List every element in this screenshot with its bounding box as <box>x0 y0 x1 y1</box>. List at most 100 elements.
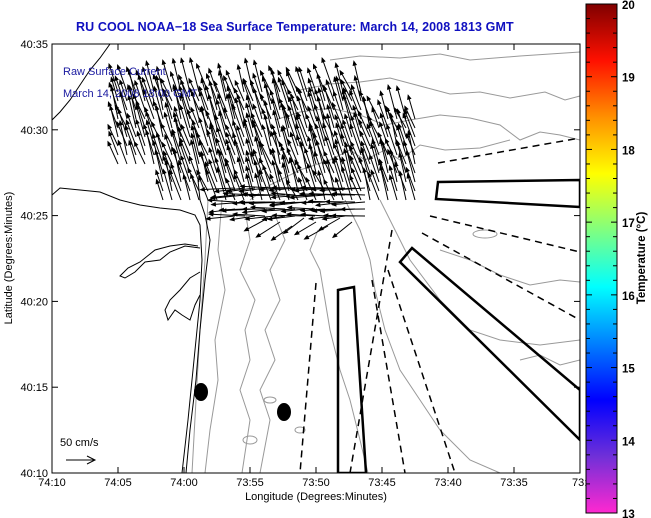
current-vector <box>180 58 191 93</box>
current-vector-head <box>151 121 156 128</box>
current-vector <box>189 58 200 93</box>
current-vector-head <box>360 147 365 154</box>
current-vector-head <box>362 167 367 173</box>
current-vector <box>307 163 317 192</box>
current-vector-head <box>384 137 390 144</box>
current-vector <box>226 187 256 193</box>
current-vector-head <box>215 137 220 144</box>
current-vector-head <box>366 95 372 102</box>
current-vector-head <box>377 99 382 106</box>
current-vector-head <box>155 178 160 185</box>
x-tick-label: 73:40 <box>434 477 462 489</box>
current-vector-head <box>344 141 349 148</box>
current-vector <box>211 194 246 199</box>
current-vector-head <box>198 139 204 146</box>
current-vector-head <box>200 105 205 112</box>
current-vector-head <box>282 228 289 235</box>
current-vector-head <box>135 69 141 76</box>
current-vector-head <box>205 72 211 79</box>
current-vector-head <box>293 230 300 236</box>
current-vector-head <box>207 93 212 100</box>
current-vector-head <box>134 79 139 86</box>
current-vector-head <box>208 123 214 130</box>
current-vector-head <box>206 129 211 136</box>
current-vector-head <box>178 74 183 80</box>
current-vector-head <box>223 75 228 81</box>
current-vector-head <box>277 169 283 176</box>
current-vector-head <box>189 56 194 63</box>
bathymetry-contours <box>191 51 580 473</box>
current-vector <box>232 120 245 156</box>
current-vector-head <box>225 69 231 76</box>
current-vector-head <box>324 199 331 204</box>
current-vector-head <box>171 57 177 64</box>
current-vector <box>353 61 362 93</box>
current-vector-head <box>206 198 213 203</box>
current-vector-head <box>216 147 221 154</box>
current-vector-head <box>295 65 300 72</box>
current-vector-head <box>271 185 277 190</box>
current-vector <box>403 141 416 174</box>
current-vector-head <box>371 138 376 145</box>
current-vector <box>389 149 398 183</box>
current-vector <box>242 208 276 213</box>
current-vector-head <box>349 174 354 181</box>
beam-outline <box>336 285 368 473</box>
contour <box>239 209 256 473</box>
beam-outline <box>398 246 580 442</box>
current-vector <box>332 193 366 196</box>
current-vector-head <box>308 191 314 197</box>
current-vector-head <box>108 130 113 137</box>
current-vector <box>396 125 407 156</box>
current-vector-head <box>333 76 338 83</box>
current-vector <box>223 108 236 138</box>
current-vector <box>300 141 308 174</box>
current-vector <box>287 139 299 165</box>
current-vector-head <box>312 169 318 176</box>
current-vector-head <box>339 206 346 212</box>
current-vector-head <box>178 159 183 166</box>
current-vector-head <box>188 77 193 84</box>
current-vector <box>170 163 182 192</box>
current-vector-head <box>236 124 241 131</box>
current-vector <box>272 78 281 111</box>
current-vector-head <box>270 97 276 104</box>
beam-dashed <box>349 229 393 473</box>
current-vector <box>243 121 254 156</box>
info-line-1: Raw Surface Current <box>63 66 166 78</box>
current-vector-head <box>245 94 251 101</box>
current-vector <box>188 156 200 183</box>
current-vector-head <box>190 106 195 113</box>
current-vector-head <box>349 154 354 161</box>
current-vector <box>359 131 371 156</box>
current-vector <box>290 94 299 120</box>
current-vector-head <box>279 200 285 206</box>
current-vector <box>217 94 227 120</box>
current-vector-head <box>169 70 175 77</box>
y-tick-label: 40:10 <box>20 468 48 480</box>
current-vector <box>208 94 218 129</box>
river-inlet <box>119 243 201 279</box>
current-vector-head <box>170 162 175 169</box>
current-vector-head <box>386 123 391 130</box>
contour <box>519 354 580 366</box>
current-vector-head <box>141 66 147 73</box>
current-vector-head <box>173 105 178 112</box>
current-vector <box>317 74 326 102</box>
colorbar <box>585 3 618 514</box>
current-vector-head <box>281 161 286 168</box>
current-vector-head <box>179 104 184 111</box>
current-vector-head <box>155 65 161 72</box>
current-vector-head <box>304 147 309 154</box>
current-vector <box>232 133 245 165</box>
current-vector-head <box>141 76 147 83</box>
current-vector-head <box>323 150 328 157</box>
current-vector-head <box>368 153 374 160</box>
current-vector-head <box>331 101 337 108</box>
current-vector-head <box>289 195 295 200</box>
current-vector <box>225 139 236 165</box>
current-vector <box>321 58 335 93</box>
current-vector <box>316 116 326 147</box>
current-vector <box>244 217 269 232</box>
current-vector-head <box>204 84 210 91</box>
